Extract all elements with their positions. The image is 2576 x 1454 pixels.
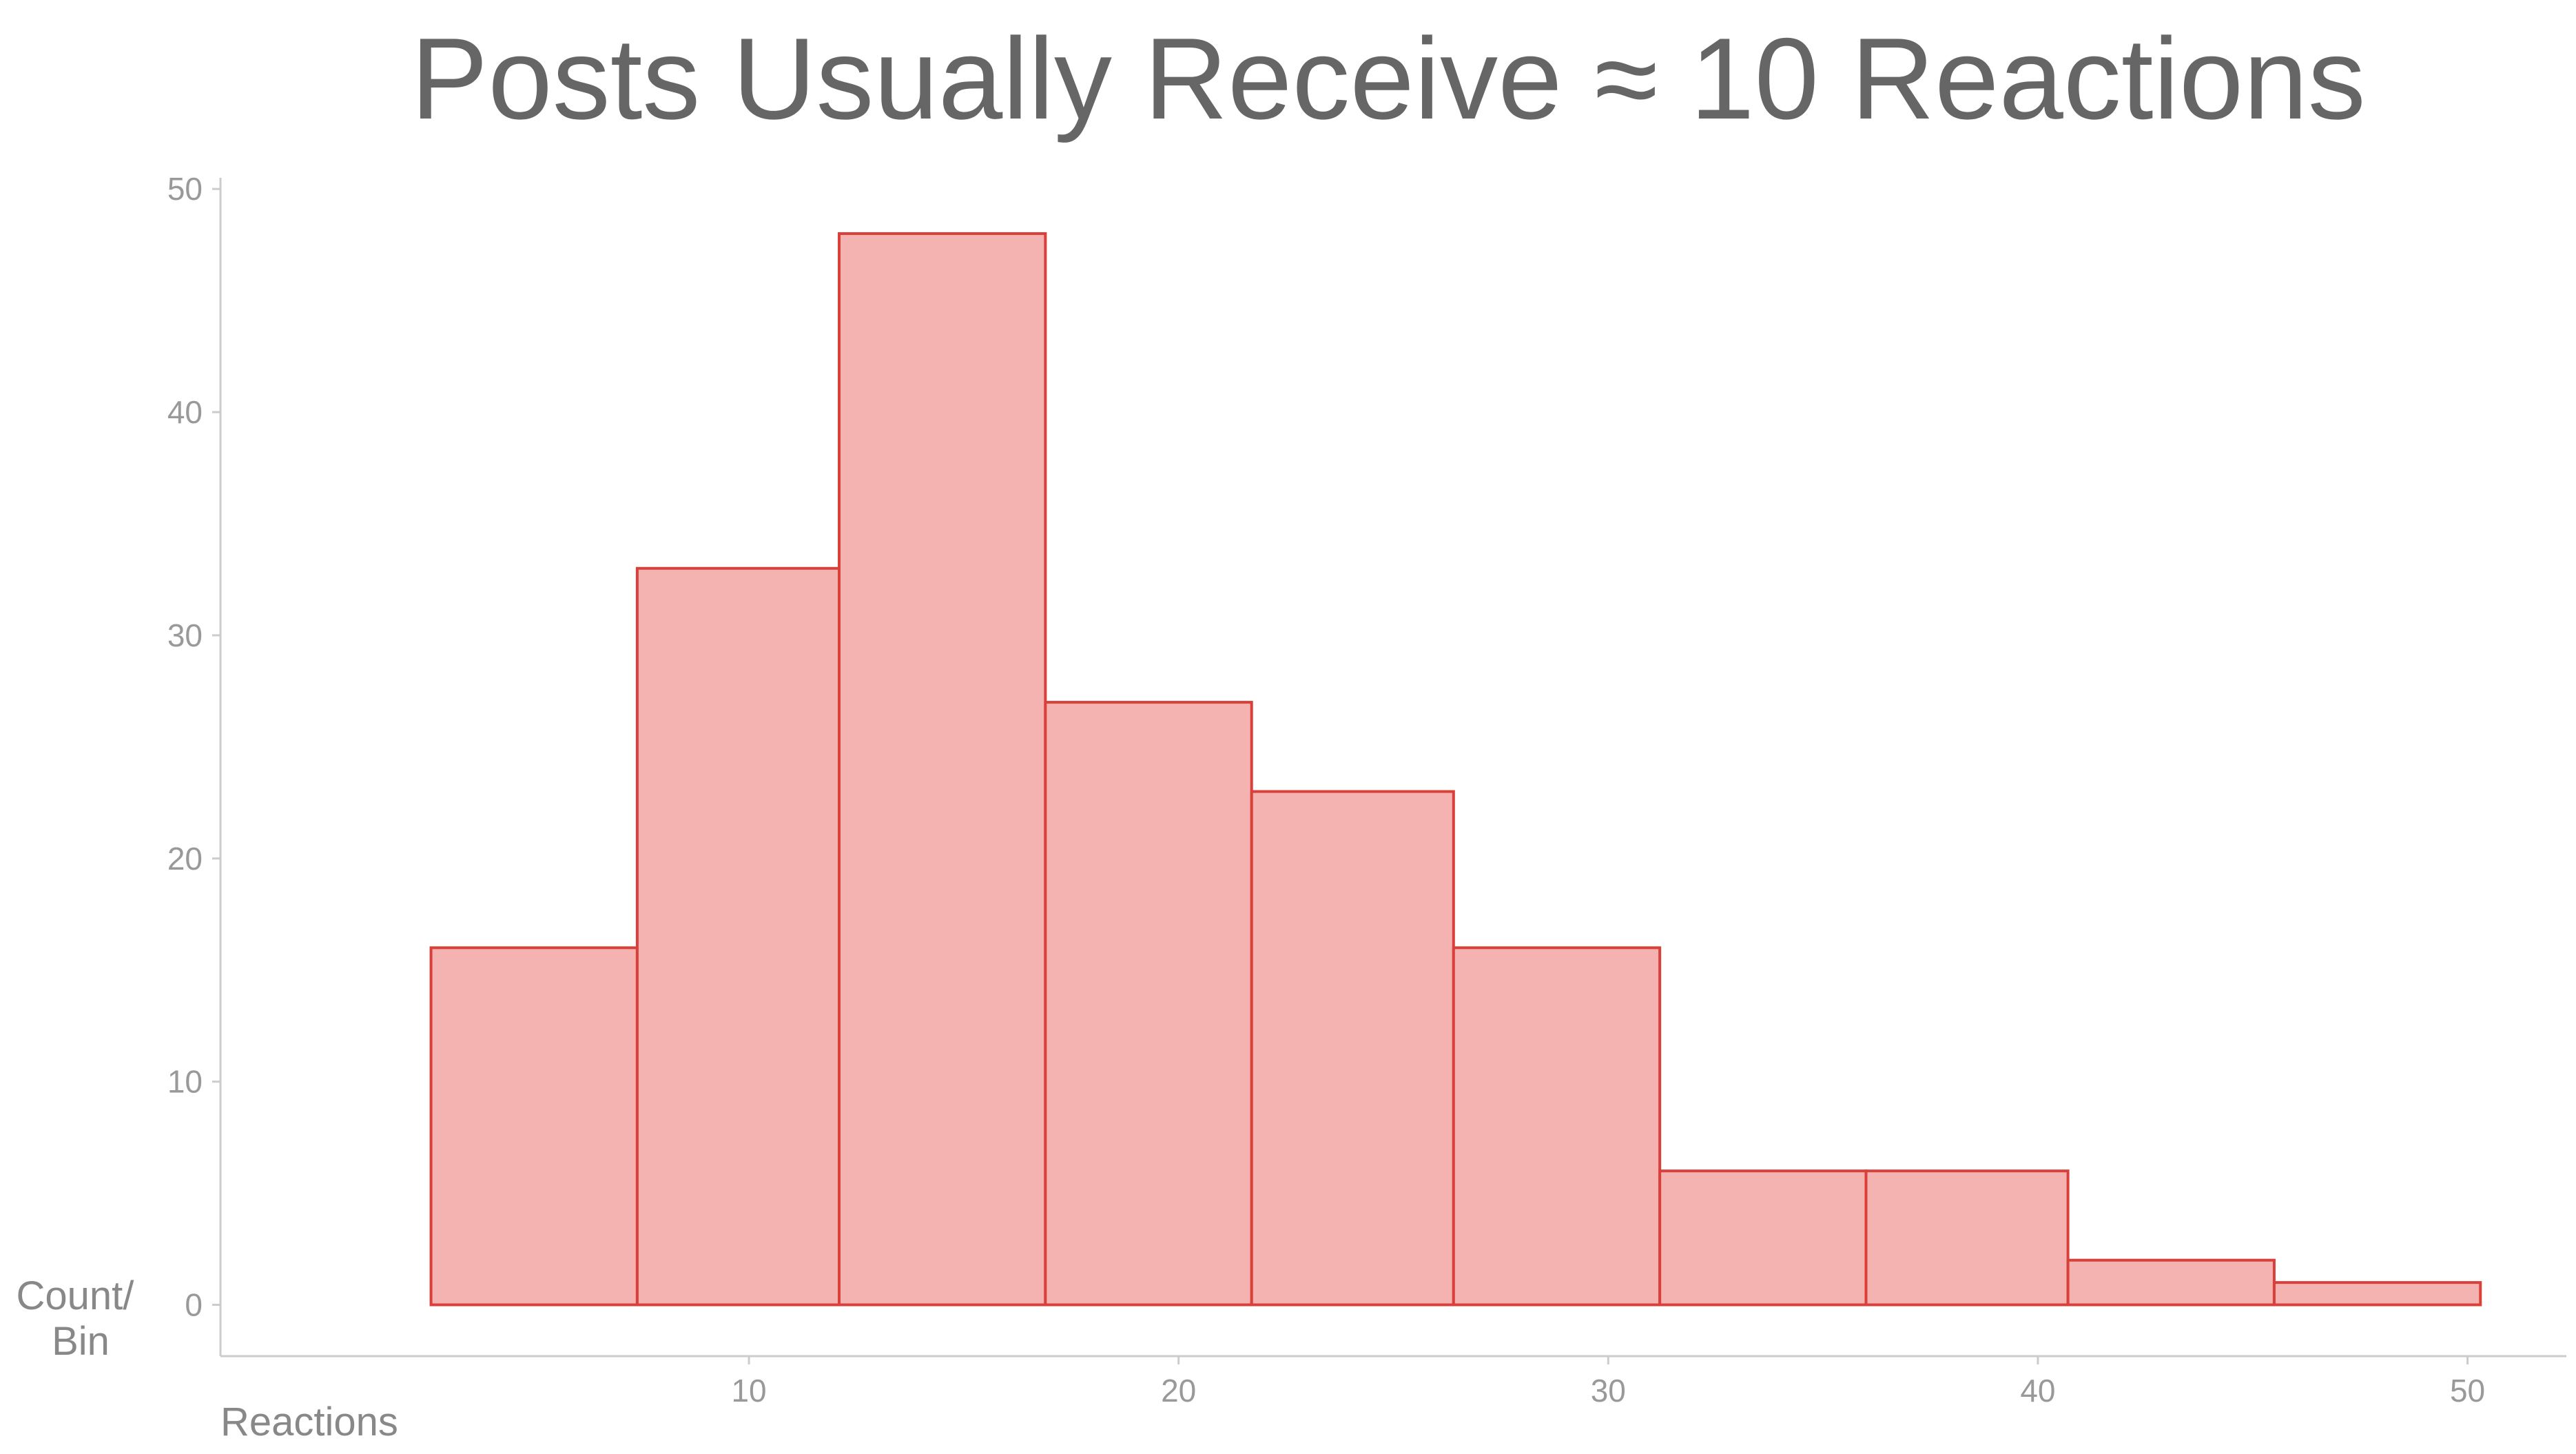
histogram-bar: [1044, 701, 1253, 1307]
y-axis-ticks: 0 10 20 30 40 50: [167, 171, 220, 1323]
y-tick-label: 10: [167, 1064, 203, 1100]
y-axis-title-line-1: Count/: [16, 1273, 134, 1318]
x-tick-label: 10: [731, 1373, 766, 1409]
histogram-bar: [2272, 1281, 2482, 1307]
y-axis-title-line-2: Bin: [52, 1319, 110, 1364]
histogram-bar: [429, 946, 639, 1307]
y-tick-label: 50: [167, 171, 203, 207]
histogram-bar: [1452, 946, 1662, 1307]
axes: [219, 178, 2566, 1358]
chart-title: Posts Usually Receive ≈ 10 Reactions: [411, 14, 2365, 143]
x-tick-label: 50: [2450, 1373, 2485, 1409]
y-tick-label: 0: [185, 1287, 203, 1323]
histogram-bar: [1658, 1169, 1868, 1307]
y-axis-title: Count/ Bin: [16, 1273, 145, 1364]
histogram-bar: [1250, 790, 1455, 1307]
x-tick-label: 20: [1161, 1373, 1196, 1409]
histogram-bar: [635, 566, 841, 1307]
histogram-bar: [1864, 1169, 2070, 1307]
y-tick-label: 30: [167, 617, 203, 653]
histogram-bar: [2066, 1258, 2276, 1307]
histogram-bars: [429, 232, 2482, 1307]
x-tick-label: 30: [1591, 1373, 1626, 1409]
x-axis-title: Reactions: [220, 1400, 398, 1444]
x-axis-ticks: 10 20 30 40 50: [731, 1356, 2485, 1409]
x-tick-label: 40: [2020, 1373, 2055, 1409]
histogram-bar: [838, 232, 1047, 1307]
y-tick-label: 40: [167, 394, 203, 430]
y-tick-label: 20: [167, 841, 203, 877]
